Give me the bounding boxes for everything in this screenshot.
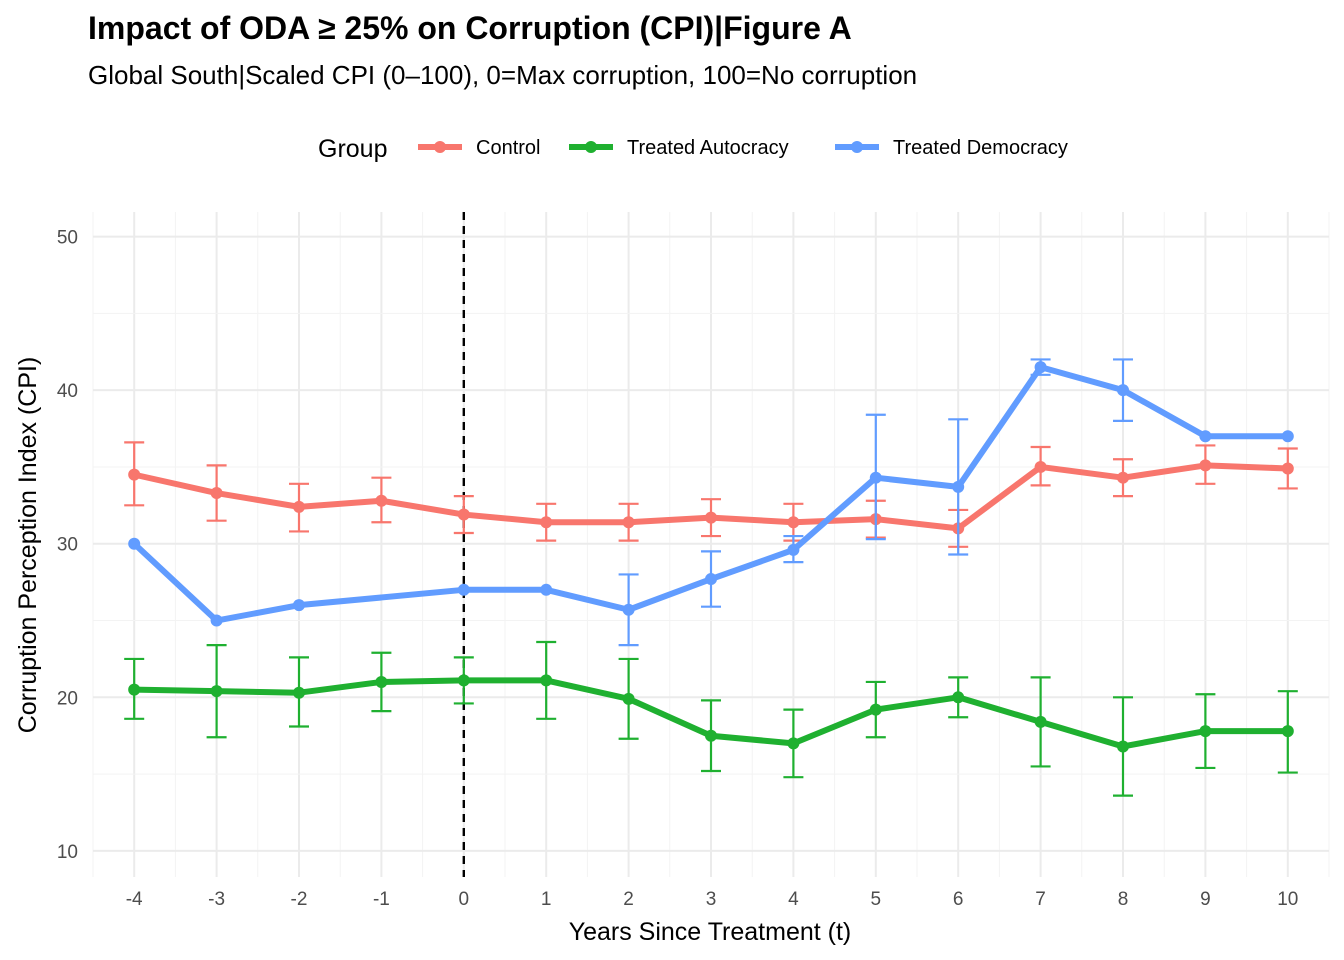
x-axis-title: Years Since Treatment (t): [569, 918, 852, 946]
legend: Group Control Treated Autocracy Treated De…: [318, 135, 1068, 163]
x-tick-label: 8: [1118, 889, 1129, 910]
x-tick-label: 1: [541, 889, 552, 910]
data-point: [1199, 459, 1212, 472]
legend-label: Treated Democracy: [893, 137, 1068, 159]
data-point: [540, 674, 553, 687]
data-point: [375, 494, 388, 507]
data-point: [1034, 460, 1047, 473]
legend-key-point: [851, 141, 863, 153]
data-point: [1281, 462, 1294, 475]
data-point: [952, 480, 965, 493]
data-point: [540, 583, 553, 596]
data-point: [128, 537, 141, 550]
data-point: [787, 543, 800, 556]
y-tick-label: 20: [57, 688, 78, 709]
x-tick-label: 4: [788, 889, 799, 910]
series-treated-democracy: [128, 358, 1294, 647]
series-line: [131, 364, 1291, 624]
series-treated-autocracy: [124, 640, 1298, 797]
data-point: [210, 614, 223, 627]
x-tick-label: 2: [623, 889, 634, 910]
x-tick-label: 7: [1035, 889, 1046, 910]
x-axis-ticks: -4 -3 -2 -1 0 1 2 3 4 5 6 7 8 9 10: [126, 889, 1299, 910]
data-point: [1117, 471, 1129, 484]
x-tick-label: 0: [459, 889, 470, 910]
y-tick-label: 10: [57, 842, 78, 863]
data-point: [293, 599, 305, 612]
data-point: [1117, 384, 1129, 397]
legend-title: Group: [318, 135, 387, 163]
x-tick-label: 3: [706, 889, 717, 910]
y-tick-label: 30: [57, 535, 78, 556]
data-point: [869, 471, 882, 484]
x-tick-label: 6: [953, 889, 964, 910]
x-tick-label: 5: [871, 889, 882, 910]
data-point: [952, 691, 965, 704]
data-point: [293, 686, 305, 699]
legend-item-control: Control: [418, 137, 540, 159]
data-point: [1034, 715, 1047, 728]
data-point: [210, 685, 223, 698]
data-point: [705, 729, 717, 742]
data-point: [622, 603, 635, 616]
data-point: [787, 516, 800, 529]
data-point: [787, 737, 800, 750]
data-point: [457, 583, 470, 596]
data-point: [1117, 740, 1129, 753]
legend-key-point: [585, 141, 597, 153]
data-point: [1281, 430, 1294, 443]
y-tick-label: 40: [57, 381, 78, 402]
data-point: [1199, 430, 1212, 443]
data-point: [128, 468, 141, 481]
data-point: [210, 487, 223, 500]
data-point: [705, 511, 717, 524]
y-axis-ticks: 10 20 30 40 50: [57, 228, 78, 863]
data-point: [622, 692, 635, 705]
legend-label: Treated Autocracy: [627, 137, 789, 159]
data-point: [622, 516, 635, 529]
data-point: [457, 508, 470, 521]
data-point: [375, 675, 388, 688]
data-point: [1199, 725, 1212, 738]
legend-item-treated-autocracy: Treated Autocracy: [569, 137, 789, 159]
legend-item-treated-democracy: Treated Democracy: [835, 137, 1068, 159]
data-point: [869, 703, 882, 716]
series-layer: [124, 358, 1298, 797]
data-point: [1034, 361, 1047, 374]
x-tick-label: -3: [208, 889, 225, 910]
data-point: [457, 674, 470, 687]
x-tick-label: 9: [1200, 889, 1211, 910]
x-tick-label: -2: [291, 889, 308, 910]
x-tick-label: -1: [373, 889, 390, 910]
data-point: [705, 573, 717, 586]
legend-label: Control: [476, 137, 540, 159]
y-axis-title: Corruption Perception Index (CPI): [14, 357, 42, 734]
chart-subtitle: Global South|Scaled CPI (0–100), 0=Max c…: [88, 60, 918, 90]
data-point: [1281, 725, 1294, 738]
data-point: [540, 516, 553, 529]
chart-title: Impact of ODA ≥ 25% on Corruption (CPI)|…: [88, 10, 852, 46]
x-tick-label: -4: [126, 889, 143, 910]
y-tick-label: 50: [57, 228, 78, 249]
x-tick-label: 10: [1277, 889, 1298, 910]
data-point: [128, 683, 141, 696]
legend-key-point: [434, 141, 446, 153]
data-point: [293, 500, 305, 513]
